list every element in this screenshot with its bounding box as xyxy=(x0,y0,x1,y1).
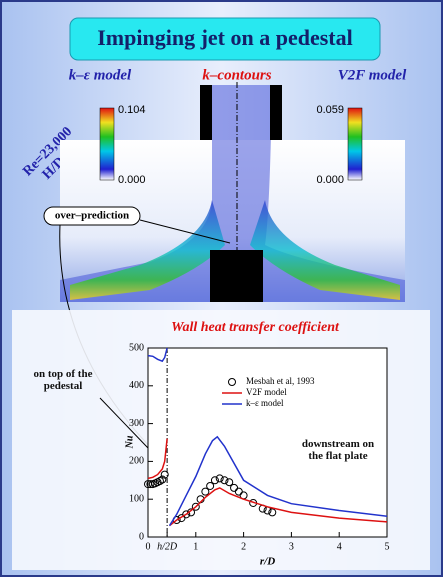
slide: Impinging jet on a pedestal k–ε model k–… xyxy=(0,0,443,577)
colorbar-min: 0.000 xyxy=(118,174,146,186)
x-tick-label: 0 xyxy=(146,541,151,552)
y-tick-label: 100 xyxy=(129,493,144,504)
pedestal xyxy=(210,250,263,302)
legend-label: V2F model xyxy=(246,387,287,397)
legend-label: Mesbah et al, 1993 xyxy=(246,376,315,386)
colorbar xyxy=(100,108,114,180)
x-tick-label: 3 xyxy=(289,541,294,552)
colorbar-max: 0.059 xyxy=(316,104,344,116)
left-model: k–ε model xyxy=(69,67,132,83)
y-tick-label: 400 xyxy=(129,380,144,391)
y-tick-label: 0 xyxy=(139,531,144,542)
x-tick-label: 1 xyxy=(193,541,198,552)
x-tick-label: 5 xyxy=(385,541,390,552)
nozzle-wall xyxy=(200,85,212,140)
annotation: over–prediction xyxy=(55,210,129,222)
colorbar-min: 0.000 xyxy=(316,174,344,186)
y-tick-label: 500 xyxy=(129,342,144,353)
colorbar xyxy=(348,108,362,180)
nozzle-wall xyxy=(270,85,282,140)
colorbar-max: 0.104 xyxy=(118,104,146,116)
x-axis-label: r/D xyxy=(260,556,275,568)
x-tick-label: 2 xyxy=(241,541,246,552)
x-tick-label: h/2D xyxy=(157,541,178,552)
y-tick-label: 200 xyxy=(129,456,144,467)
x-tick-label: 4 xyxy=(337,541,342,552)
center-label: k–contours xyxy=(202,67,271,83)
chart-title: Wall heat transfer coefficient xyxy=(171,320,340,335)
slide-graphics: Impinging jet on a pedestal k–ε model k–… xyxy=(0,0,443,577)
annotation: downstream on the flat plate xyxy=(295,438,381,462)
right-model: V2F model xyxy=(338,67,407,83)
legend-label: k–ε model xyxy=(246,398,284,408)
title: Impinging jet on a pedestal xyxy=(97,25,352,50)
annotation: on top of the pedestal xyxy=(18,368,108,392)
y-axis-label: Nu xyxy=(124,435,135,449)
y-tick-label: 300 xyxy=(129,418,144,429)
